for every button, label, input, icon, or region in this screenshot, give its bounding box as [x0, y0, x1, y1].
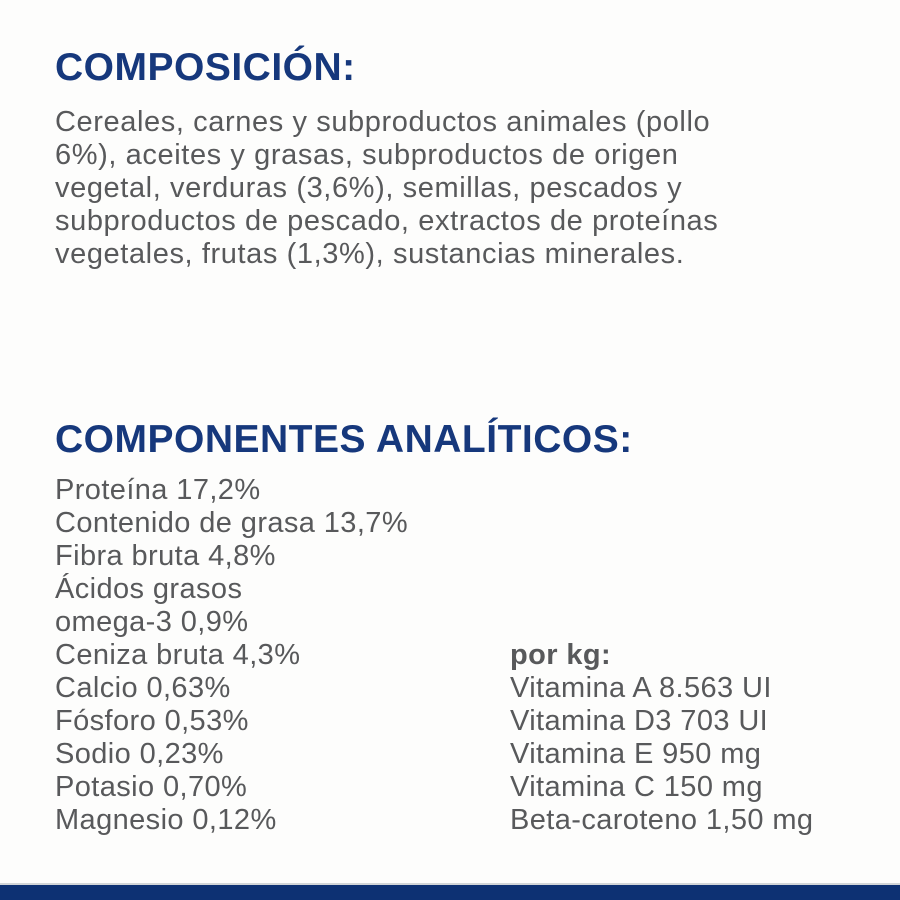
- nutrient-item: Potasio 0,70%: [55, 771, 248, 803]
- per-kg-item: Vitamina C 150 mg: [510, 771, 763, 803]
- composition-line: subproductos de pescado, extractos de pr…: [55, 205, 719, 237]
- nutrient-item: Fibra bruta 4,8%: [55, 540, 276, 572]
- per-kg-item: Vitamina A 8.563 UI: [510, 672, 772, 704]
- per-kg-item: Vitamina E 950 mg: [510, 738, 762, 770]
- nutrient-item: omega-3 0,9%: [55, 606, 249, 638]
- nutrient-item: Sodio 0,23%: [55, 738, 224, 770]
- composition-line: vegetales, frutas (1,3%), sustancias min…: [55, 238, 685, 270]
- nutrient-item: Ceniza bruta 4,3%: [55, 639, 301, 671]
- composition-text: Cereales, carnes y subproductos animales…: [55, 106, 865, 271]
- composition-line: vegetal, verduras (3,6%), semillas, pesc…: [55, 172, 683, 204]
- nutrient-list: Proteína 17,2% Contenido de grasa 13,7% …: [55, 474, 408, 837]
- nutrient-item: Fósforo 0,53%: [55, 705, 249, 737]
- analytical-heading: COMPONENTES ANALÍTICOS:: [55, 418, 633, 461]
- composition-line: Cereales, carnes y subproductos animales…: [55, 106, 711, 138]
- nutrient-item: Calcio 0,63%: [55, 672, 231, 704]
- nutrient-item: Proteína 17,2%: [55, 474, 261, 506]
- composition-line: 6%), aceites y grasas, subproductos de o…: [55, 139, 679, 171]
- nutrient-item: Contenido de grasa 13,7%: [55, 507, 409, 539]
- footer-bar: [0, 883, 900, 900]
- per-kg-heading: por kg:: [510, 639, 612, 671]
- per-kg-list: por kg: Vitamina A 8.563 UI Vitamina D3 …: [510, 639, 813, 837]
- per-kg-item: Vitamina D3 703 UI: [510, 705, 769, 737]
- per-kg-item: Beta-caroteno 1,50 mg: [510, 804, 814, 836]
- nutrient-item: Ácidos grasos: [55, 573, 243, 605]
- composition-heading: COMPOSICIÓN:: [55, 46, 356, 89]
- nutrient-item: Magnesio 0,12%: [55, 804, 277, 836]
